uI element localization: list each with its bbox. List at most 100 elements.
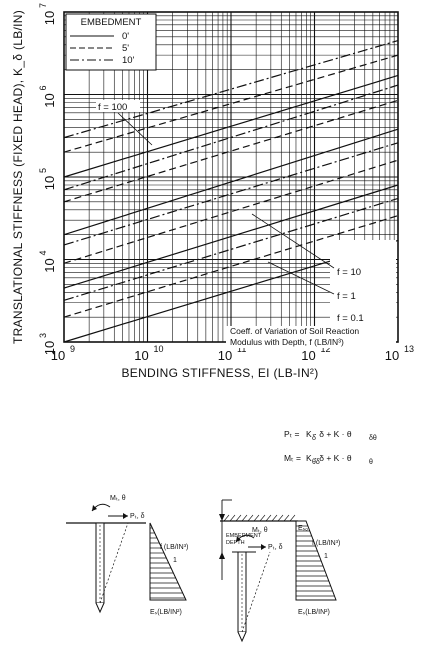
series-line-f100-solid — [63, 74, 399, 178]
x-tick-label: 10 — [51, 348, 65, 363]
series-group — [63, 40, 399, 343]
series-line-f1-dashed — [63, 159, 399, 264]
legend: EMBEDMENT 0' 5' 10' — [65, 13, 157, 71]
eq-p-sub2: δθ — [369, 435, 377, 442]
left-moment-label: Mₜ, θ — [110, 495, 126, 502]
note-line-2: Modulus with Depth, f (LB/IN³) — [230, 337, 344, 347]
x-tick-label: 10 — [301, 348, 315, 363]
right-ground-hatch — [223, 514, 296, 522]
left-force-label: Pₜ, δ — [130, 513, 145, 520]
x-tick-label: 10 — [134, 348, 148, 363]
eq-m-sub2: θ — [369, 459, 373, 466]
right-es-hatch — [296, 525, 335, 597]
y-tick-labels: 10 3 10 4 10 5 10 6 10 7 — [38, 3, 57, 355]
eq-p-text: K · δ + K · θ — [306, 429, 352, 439]
f01-label: f = 0.1 — [337, 313, 364, 324]
y-tick-label: 10 — [42, 11, 57, 25]
f10-label: f = 10 — [337, 267, 361, 278]
y-tick-exponent: 7 — [38, 3, 48, 8]
series-line-f100-dashed — [63, 54, 399, 153]
note-box — [226, 326, 396, 348]
x-tick-label: 10 — [385, 348, 399, 363]
left-force-arrowhead — [123, 513, 128, 519]
right-moment-label: Mₜ, θ — [252, 527, 268, 534]
x-tick-exponent: 10 — [154, 344, 164, 354]
right-one-label: 1 — [324, 553, 328, 560]
y-tick-label: 10 — [42, 93, 57, 107]
left-f-label: f (LB/IN³) — [160, 544, 188, 551]
series-line-f10-dashed — [63, 99, 399, 203]
series-line-f100-dashdot — [63, 40, 399, 139]
series-line-f10-dashdot — [63, 84, 399, 191]
x-tick-exponent: 9 — [70, 344, 75, 354]
f100-label: f = 100 — [98, 102, 127, 113]
right-embed-label-2: DEPTH — [226, 540, 245, 546]
f1-label: f = 1 — [337, 291, 356, 302]
series-line-f0_1-dashed — [63, 215, 399, 318]
y-tick: 10 4 — [38, 250, 57, 272]
ground-hatch-line — [277, 514, 284, 522]
y-axis-title: TRANSLATIONAL STIFFNESS (FIXED HEAD), K_… — [11, 10, 25, 344]
y-tick-label: 10 — [42, 176, 57, 190]
ground-hatch-line — [229, 514, 236, 522]
f10-leader — [251, 213, 335, 269]
y-tick: 10 6 — [38, 85, 57, 107]
y-tick-label: 10 — [42, 258, 57, 272]
y-tick: 10 3 — [38, 333, 57, 355]
right-force-arrowhead — [261, 544, 266, 550]
x-tick-label: 10 — [218, 348, 232, 363]
left-es-hatch — [150, 527, 186, 599]
left-es-profile — [149, 522, 187, 601]
x-tick-exponent: 11 — [237, 344, 246, 354]
ground-hatch-line — [265, 514, 272, 522]
y-tick: 10 5 — [38, 168, 57, 190]
right-es-label: Eₛ(LB/IN²) — [298, 609, 330, 616]
y-tick-label: 10 — [42, 341, 57, 355]
y-tick-exponent: 3 — [38, 333, 48, 338]
x-axis-title: BENDING STIFFNESS, EI (LB-IN²) — [121, 366, 318, 380]
eq-m-sub1: θδ — [312, 459, 320, 466]
y-tick-exponent: 6 — [38, 85, 48, 90]
f1-leader — [267, 261, 335, 295]
ground-hatch-line — [289, 514, 296, 522]
f100-label-bg — [96, 100, 140, 112]
left-pile-tip — [95, 602, 105, 614]
right-force-label: Pₜ, δ — [268, 544, 283, 551]
eq-p-left: Pₜ = — [284, 429, 300, 439]
right-pile-tip — [237, 631, 247, 643]
legend-title: EMBEDMENT — [81, 17, 142, 28]
ground-hatch-line — [223, 514, 230, 522]
right-pile-diagram: EMBEDMENT DEPTH Mₜ, θ Pₜ, δ Eₛₒ f (LB/IN… — [219, 499, 340, 643]
left-es-label: Eₛ(LB/IN²) — [150, 609, 182, 616]
embed-dim-arrow-top — [219, 514, 225, 521]
legend-box — [65, 13, 157, 71]
ground-hatch-line — [241, 514, 248, 522]
series-line-f10-solid — [63, 128, 399, 236]
y-tick: 10 7 — [38, 3, 57, 25]
f-labels-box — [330, 240, 396, 328]
legend-label-5: 5' — [122, 43, 129, 54]
right-moment-arrowhead — [236, 536, 241, 542]
note-line-1: Coeff. of Variation of Soil Reaction — [230, 326, 359, 336]
series-line-f1-solid — [63, 184, 399, 289]
equations: Pₜ = K · δ + K · θ δ δθ Mₜ = K · δ + K ·… — [284, 429, 377, 466]
right-f-label: f (LB/IN³) — [312, 540, 340, 547]
x-tick-labels: 10 9 10 10 10 11 10 12 10 13 — [51, 344, 414, 363]
left-one-label: 1 — [173, 557, 177, 564]
legend-label-10: 10' — [122, 55, 135, 66]
ground-hatch-line — [283, 514, 290, 522]
eq-m-left: Mₜ = — [284, 453, 301, 463]
ground-hatch-line — [247, 514, 254, 522]
ground-hatch-line — [271, 514, 278, 522]
f100-leader — [117, 112, 153, 146]
series-line-f1-dashdot — [63, 142, 399, 246]
eq-m-text: K · δ + K · θ — [306, 453, 352, 463]
left-moment-arrowhead — [92, 505, 97, 511]
x-tick-exponent: 12 — [321, 344, 331, 354]
embed-dim-arrow-bottom — [219, 552, 225, 559]
left-pile-diagram: Mₜ, θ Pₜ, δ f (LB/IN³) 1 Eₛ(LB/IN²) — [66, 495, 188, 616]
x-tick-exponent: 13 — [404, 344, 414, 354]
legend-label-0: 0' — [122, 31, 129, 42]
